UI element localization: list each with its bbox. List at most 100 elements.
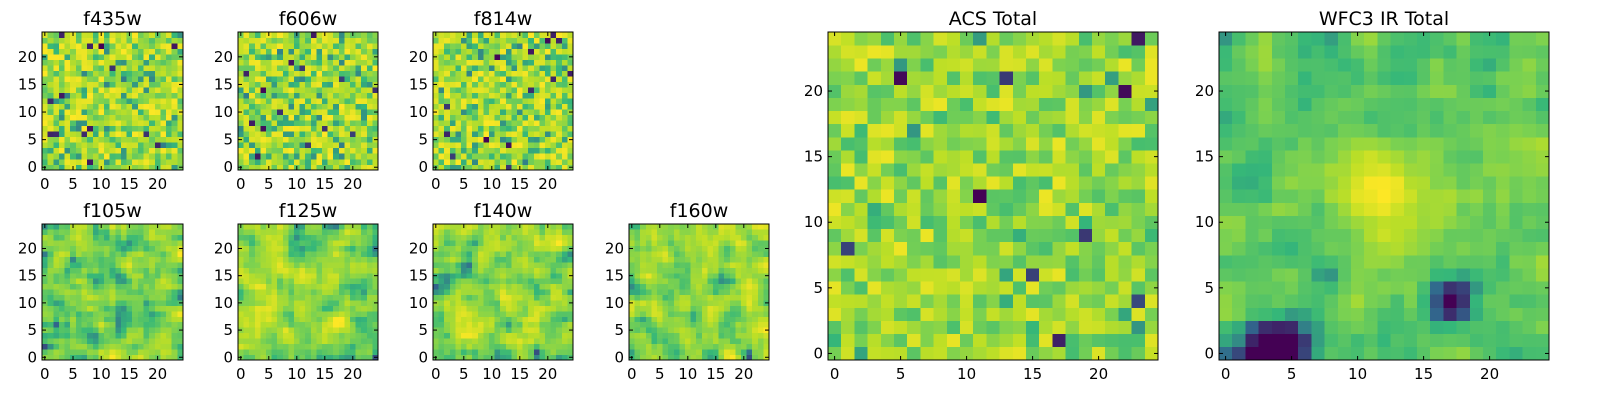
heatmap-cell xyxy=(477,87,484,94)
heatmap-cell xyxy=(522,294,529,301)
heatmap-cell xyxy=(472,272,479,279)
heatmap-cell xyxy=(310,300,317,306)
heatmap-cell xyxy=(355,294,362,301)
heatmap-cell xyxy=(729,294,736,301)
heatmap-cell xyxy=(266,76,272,82)
heatmap-cell xyxy=(310,349,317,355)
heatmap-cell xyxy=(350,43,356,49)
heatmap-cell xyxy=(685,327,691,334)
heatmap-cell xyxy=(489,147,495,154)
heatmap-cell xyxy=(350,289,356,296)
heatmap-cell xyxy=(1078,189,1093,203)
heatmap-cell xyxy=(47,294,54,301)
heatmap-cell xyxy=(344,158,351,165)
heatmap-cell xyxy=(438,109,445,116)
heatmap-cell xyxy=(685,240,691,247)
heatmap-cell xyxy=(483,109,490,116)
heatmap-cell xyxy=(98,267,105,274)
heatmap-cell xyxy=(299,343,306,350)
heatmap-cell xyxy=(986,255,1000,269)
heatmap-cell xyxy=(299,245,306,252)
heatmap-cell xyxy=(58,343,65,350)
heatmap-cell xyxy=(143,354,150,361)
heatmap-cell xyxy=(160,76,167,82)
heatmap-cell xyxy=(282,343,289,350)
heatmap-cell xyxy=(154,120,161,127)
heatmap-cell xyxy=(92,103,99,110)
heatmap-cell xyxy=(92,109,99,116)
heatmap-cell xyxy=(338,59,345,66)
heatmap-cell xyxy=(494,59,501,66)
heatmap-cell xyxy=(433,103,439,110)
axes-frame xyxy=(432,31,574,171)
heatmap-cell xyxy=(372,240,379,247)
heatmap-cell xyxy=(472,158,479,165)
heatmap-cell xyxy=(545,70,551,77)
heatmap-cell xyxy=(477,229,484,236)
heatmap-cell xyxy=(266,262,272,268)
heatmap-cell xyxy=(238,70,244,77)
heatmap-cell xyxy=(757,305,764,312)
heatmap-cell xyxy=(461,349,467,355)
heatmap-cell xyxy=(477,354,484,361)
heatmap-cell xyxy=(567,76,574,82)
heatmap-cell xyxy=(533,234,540,241)
heatmap-cell xyxy=(1078,255,1093,269)
heatmap-cell xyxy=(344,142,351,149)
heatmap-cell xyxy=(81,120,88,127)
heatmap-cell xyxy=(104,224,110,230)
heatmap-cell xyxy=(266,120,272,127)
heatmap-cell xyxy=(322,327,328,334)
heatmap-cell xyxy=(539,343,546,350)
heatmap-cell xyxy=(338,142,345,149)
heatmap-cell xyxy=(277,37,284,44)
heatmap-cell xyxy=(327,59,334,66)
heatmap-cell xyxy=(177,224,184,230)
heatmap-cell xyxy=(466,87,473,94)
heatmap-cell xyxy=(735,327,742,334)
heatmap-cell xyxy=(522,272,529,279)
heatmap-cell xyxy=(154,278,161,285)
heatmap-cell xyxy=(472,349,479,355)
heatmap-cell xyxy=(657,289,663,296)
heatmap-cell xyxy=(177,114,184,121)
heatmap-cell xyxy=(344,256,351,263)
heatmap-cell xyxy=(98,305,105,312)
heatmap-cell xyxy=(986,189,1000,203)
heatmap-cell xyxy=(254,294,261,301)
heatmap-cell xyxy=(567,229,574,236)
heatmap-cell xyxy=(238,305,244,312)
heatmap-cell xyxy=(154,98,161,105)
heatmap-cell xyxy=(556,321,563,328)
heatmap-cell xyxy=(707,316,714,323)
heatmap-cell xyxy=(132,251,139,257)
heatmap-cell xyxy=(355,327,362,334)
heatmap-cell xyxy=(1078,163,1093,177)
heatmap-cell xyxy=(539,131,546,138)
heatmap-cell xyxy=(477,321,484,328)
heatmap-cell xyxy=(137,300,144,306)
heatmap-cell xyxy=(533,114,540,121)
heatmap-cell xyxy=(58,311,65,317)
heatmap-cell xyxy=(500,37,507,44)
heatmap-cell xyxy=(109,229,116,236)
heatmap-cell xyxy=(528,81,535,88)
heatmap-cell xyxy=(53,316,60,323)
heatmap-cell xyxy=(361,48,368,55)
heatmap-cell xyxy=(160,316,167,323)
heatmap-cell xyxy=(294,136,300,143)
heatmap-cell xyxy=(299,37,306,44)
heatmap-cell xyxy=(166,272,173,279)
heatmap-cell xyxy=(47,272,54,279)
heatmap-cell xyxy=(355,311,362,317)
heatmap-cell xyxy=(528,305,535,312)
heatmap-cell xyxy=(735,343,742,350)
heatmap-cell xyxy=(763,311,770,317)
y-tick-label: 10 xyxy=(409,294,428,312)
heatmap-cell xyxy=(254,267,261,274)
heatmap-cell xyxy=(154,245,161,252)
heatmap-cell xyxy=(907,163,921,177)
heatmap-cell xyxy=(483,48,490,55)
heatmap-cell xyxy=(567,321,574,328)
heatmap-cell xyxy=(528,224,535,230)
